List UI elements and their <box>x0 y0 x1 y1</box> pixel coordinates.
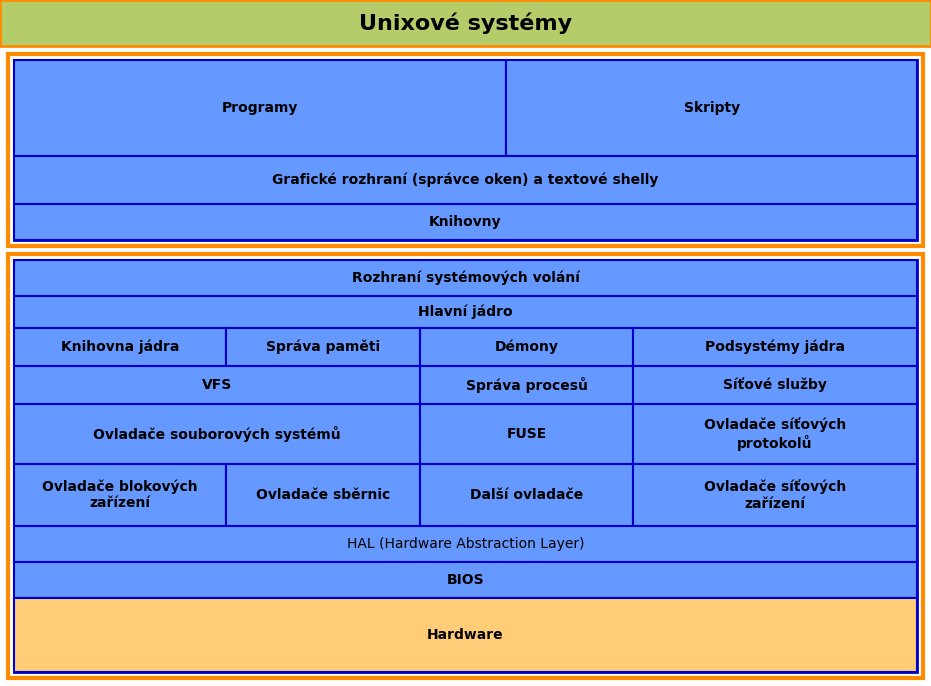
Text: Knihovny: Knihovny <box>429 215 502 229</box>
Text: Hlavní jádro: Hlavní jádro <box>418 305 513 319</box>
Text: VFS: VFS <box>202 378 233 392</box>
FancyBboxPatch shape <box>226 464 421 526</box>
FancyBboxPatch shape <box>226 328 421 366</box>
FancyBboxPatch shape <box>14 366 421 404</box>
FancyBboxPatch shape <box>14 156 917 204</box>
Text: Podsystémy jádra: Podsystémy jádra <box>705 340 844 354</box>
FancyBboxPatch shape <box>14 60 917 240</box>
FancyBboxPatch shape <box>14 328 226 366</box>
Text: Rozhraní systémových volání: Rozhraní systémových volání <box>352 271 579 285</box>
Text: Knihovna jádra: Knihovna jádra <box>61 340 180 354</box>
Text: Síťové služby: Síťové služby <box>722 377 827 392</box>
FancyBboxPatch shape <box>14 404 421 464</box>
FancyBboxPatch shape <box>421 328 632 366</box>
Text: Ovladače blokových
zařízení: Ovladače blokových zařízení <box>42 480 198 510</box>
FancyBboxPatch shape <box>14 464 226 526</box>
Text: Správa procesů: Správa procesů <box>466 377 587 393</box>
FancyBboxPatch shape <box>632 404 917 464</box>
FancyBboxPatch shape <box>632 464 917 526</box>
Text: HAL (Hardware Abstraction Layer): HAL (Hardware Abstraction Layer) <box>346 537 585 551</box>
FancyBboxPatch shape <box>506 60 917 156</box>
Text: Unixové systémy: Unixové systémy <box>359 12 572 34</box>
FancyBboxPatch shape <box>14 296 917 328</box>
FancyBboxPatch shape <box>421 404 632 464</box>
Text: Další ovladače: Další ovladače <box>470 488 583 502</box>
Text: BIOS: BIOS <box>447 573 484 587</box>
FancyBboxPatch shape <box>421 464 632 526</box>
Text: Správa paměti: Správa paměti <box>266 340 381 354</box>
FancyBboxPatch shape <box>8 254 923 678</box>
FancyBboxPatch shape <box>14 598 917 672</box>
FancyBboxPatch shape <box>8 54 923 246</box>
FancyBboxPatch shape <box>14 204 917 240</box>
Text: Grafické rozhraní (správce oken) a textové shelly: Grafické rozhraní (správce oken) a texto… <box>272 173 659 187</box>
FancyBboxPatch shape <box>14 60 506 156</box>
FancyBboxPatch shape <box>14 260 917 296</box>
Text: Ovladače souborových systémů: Ovladače souborových systémů <box>93 426 341 442</box>
FancyBboxPatch shape <box>14 526 917 562</box>
Text: FUSE: FUSE <box>506 427 546 441</box>
Text: Démony: Démony <box>494 340 559 354</box>
FancyBboxPatch shape <box>14 562 917 598</box>
FancyBboxPatch shape <box>421 366 632 404</box>
Text: Ovladače sběrnic: Ovladače sběrnic <box>256 488 390 502</box>
FancyBboxPatch shape <box>632 328 917 366</box>
Text: Programy: Programy <box>222 101 298 115</box>
Text: Hardware: Hardware <box>427 628 504 642</box>
FancyBboxPatch shape <box>0 0 931 46</box>
FancyBboxPatch shape <box>632 366 917 404</box>
Text: Ovladače síťových
protokolů: Ovladače síťových protokolů <box>704 417 846 451</box>
Text: Ovladače síťových
zařízení: Ovladače síťových zařízení <box>704 480 846 510</box>
Text: Skripty: Skripty <box>683 101 739 115</box>
FancyBboxPatch shape <box>14 260 917 672</box>
